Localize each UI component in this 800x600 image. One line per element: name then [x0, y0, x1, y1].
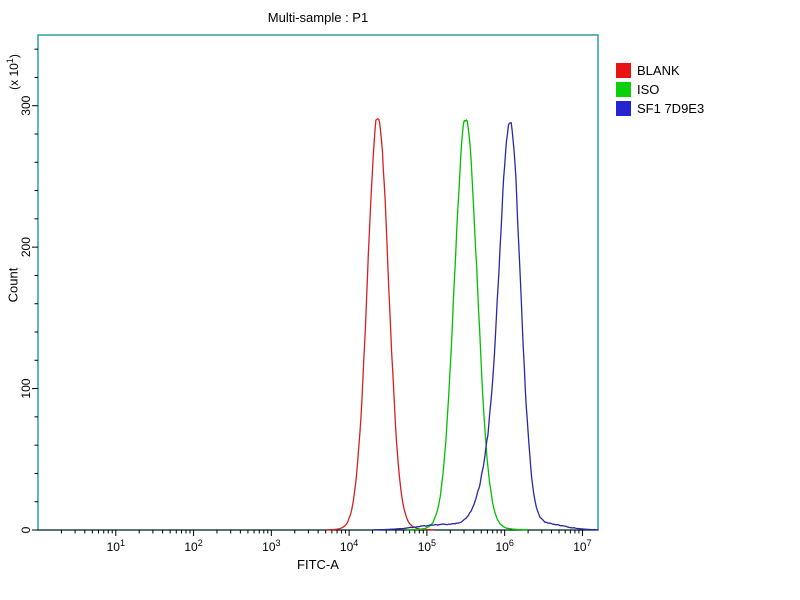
legend: BLANK ISO SF1 7D9E3	[616, 63, 704, 116]
iso-curve	[406, 119, 528, 531]
sf1-7d9e3-curve	[373, 122, 599, 531]
y-axis-multiplier: (x 101)	[5, 54, 21, 90]
legend-swatch-iso	[616, 82, 631, 97]
legend-item-sf1-7d9e3: SF1 7D9E3	[616, 101, 704, 116]
y-tick-label: 200	[19, 237, 33, 257]
plot-title: Multi-sample : P1	[267, 10, 369, 25]
x-tick-label: 101	[107, 538, 125, 554]
y-tick-label: 0	[19, 526, 33, 533]
y-axis-ticks: 0 100 200 300	[19, 48, 38, 533]
legend-label-iso: ISO	[637, 82, 660, 97]
multiplier-exponent: 1	[5, 58, 15, 64]
x-tick-label: 103	[262, 538, 280, 554]
x-tick-label: 105	[418, 538, 436, 554]
x-tick-label: 107	[573, 538, 591, 554]
multiplier-prefix: (x 10	[7, 63, 21, 90]
x-tick-label: 102	[184, 538, 202, 554]
y-axis-label: Count	[5, 267, 21, 303]
multiplier-suffix: )	[7, 54, 21, 59]
y-tick-label: 300	[19, 95, 33, 115]
legend-item-blank: BLANK	[616, 63, 704, 78]
legend-swatch-sf1-7d9e3	[616, 101, 631, 116]
x-axis-ticks: 101 102 103 104 105 106 107	[60, 530, 592, 554]
legend-label-sf1-7d9e3: SF1 7D9E3	[637, 101, 705, 116]
plot-border	[37, 34, 599, 531]
y-tick-label: 100	[19, 378, 33, 398]
x-axis-label: FITC-A	[297, 557, 339, 572]
legend-swatch-blank	[616, 63, 631, 78]
legend-item-iso: ISO	[616, 82, 704, 97]
x-tick-label: 106	[495, 538, 513, 554]
legend-label-blank: BLANK	[637, 63, 680, 78]
blank-curve	[325, 118, 435, 531]
x-tick-label: 104	[340, 538, 358, 554]
